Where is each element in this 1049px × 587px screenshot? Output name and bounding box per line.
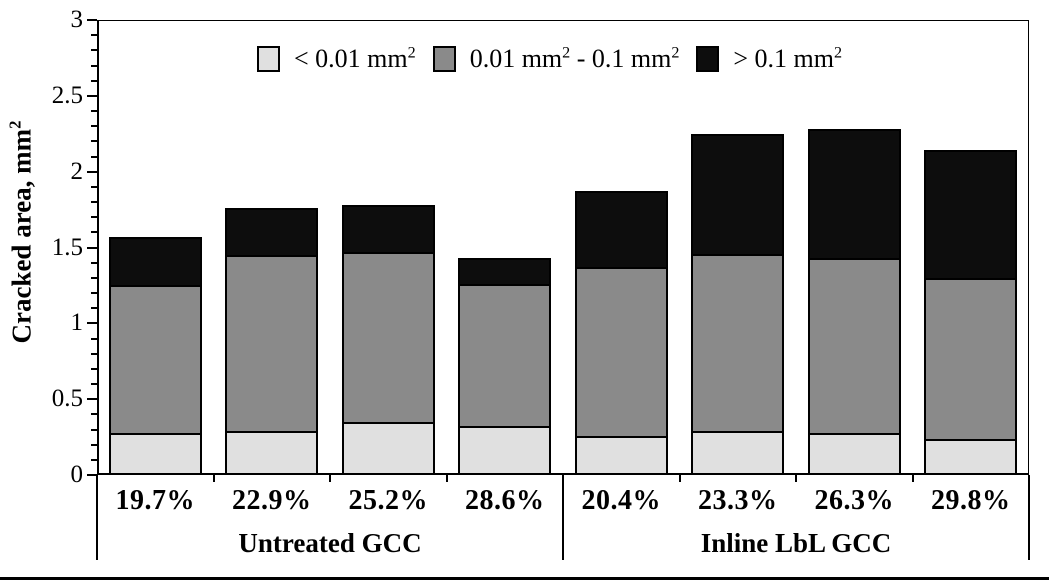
bar-segment-medium [341, 252, 435, 422]
y-axis-minor-tick [91, 276, 97, 279]
y-axis-minor-tick [91, 292, 97, 294]
category-tick [678, 475, 681, 482]
bar-segment-large [574, 191, 668, 268]
category-label: 20.4% [581, 485, 661, 516]
bar-segment-large [225, 208, 319, 256]
y-axis-minor-tick [91, 49, 97, 52]
legend-item: > 0.1 mm2 [696, 44, 842, 74]
bar-segment-large [341, 205, 435, 253]
bar-segment-small [574, 435, 668, 475]
legend-swatch-icon [432, 46, 456, 72]
y-axis-tick-label: 0 [70, 461, 84, 488]
y-axis-minor-tick [91, 155, 97, 158]
y-axis-minor-tick [91, 413, 97, 416]
bar-segment-medium [574, 267, 668, 436]
legend-label: 0.01 mm2 - 0.1 mm2 [469, 44, 680, 73]
bar-segment-small [458, 426, 552, 475]
bar-segment-medium [924, 277, 1018, 439]
group-separator-line [562, 475, 564, 560]
group-separator-line [96, 475, 98, 560]
category-tick [795, 475, 797, 482]
category-tick [329, 475, 331, 482]
category-label: 25.2% [348, 485, 428, 516]
y-axis-minor-tick [91, 352, 97, 355]
bar-segment-small [807, 432, 901, 475]
group-label: Inline LbL GCC [700, 528, 892, 558]
y-axis-major-tick [87, 246, 97, 249]
y-axis-minor-tick [91, 458, 97, 461]
y-axis-tick-label: 0.5 [51, 385, 83, 413]
category-label: 29.8% [931, 485, 1011, 516]
bar-segment-small [924, 438, 1018, 475]
y-axis-minor-tick [91, 185, 97, 188]
bar-segment-large [458, 258, 552, 284]
y-axis-minor-tick [91, 261, 97, 264]
bar-segment-large [924, 150, 1018, 278]
y-axis-minor-tick [91, 110, 97, 112]
category-tick [445, 475, 448, 482]
category-label: 19.7% [115, 485, 195, 516]
bar-segment-small [108, 432, 202, 475]
group-separator-line [1028, 475, 1030, 560]
y-axis-minor-tick [91, 140, 97, 143]
y-axis-minor-tick [91, 367, 97, 370]
y-axis-major-tick [87, 398, 97, 401]
y-axis-minor-tick [91, 337, 97, 340]
legend-item: 0.01 mm2 - 0.1 mm2 [432, 44, 680, 74]
y-axis-minor-tick [91, 383, 97, 385]
y-axis-minor-tick [91, 216, 97, 219]
category-label: 28.6% [465, 485, 545, 516]
y-axis-minor-tick [91, 125, 97, 128]
bar-segment-small [341, 421, 435, 475]
group-label: Untreated GCC [238, 528, 422, 558]
category-label: 23.3% [698, 485, 778, 516]
y-axis-minor-tick [91, 428, 97, 431]
y-axis-minor-tick [91, 64, 97, 67]
plot-border [97, 20, 1029, 475]
y-axis-minor-tick [91, 307, 97, 310]
y-axis-minor-tick [91, 231, 97, 234]
y-axis-minor-tick [91, 79, 97, 82]
bar-segment-large [807, 129, 901, 259]
bar-segment-large [108, 236, 202, 286]
category-label: 22.9% [232, 485, 312, 516]
bar-segment-medium [807, 258, 901, 433]
category-tick [911, 475, 914, 482]
category-tick [212, 475, 215, 482]
y-axis-tick-label: 2 [70, 157, 84, 185]
y-axis-major-tick [87, 94, 97, 97]
bar-segment-medium [225, 255, 319, 431]
bar-segment-medium [458, 283, 552, 427]
y-axis-minor-tick [91, 201, 97, 203]
bar-segment-small [691, 431, 785, 475]
legend-label: > 0.1 mm2 [733, 44, 843, 73]
y-axis-tick-label: 2.5 [51, 81, 83, 109]
y-axis-major-tick [87, 19, 97, 21]
bar-segment-large [691, 133, 785, 254]
y-axis-minor-tick [91, 34, 97, 37]
y-axis-tick-label: 1.5 [51, 233, 83, 261]
legend-swatch-icon [696, 46, 720, 72]
legend-swatch-icon [257, 46, 280, 72]
bar-segment-medium [108, 285, 202, 433]
category-label: 26.3% [814, 485, 894, 516]
bar-segment-small [225, 431, 319, 475]
y-axis-major-tick [87, 322, 97, 325]
y-axis-major-tick [87, 170, 97, 173]
y-axis-major-tick [87, 474, 97, 476]
bar-segment-medium [691, 253, 785, 431]
legend-item: < 0.01 mm2 [257, 44, 416, 74]
chart-legend: < 0.01 mm2 0.01 mm2 - 0.1 mm2 > 0.1 mm2 [257, 44, 842, 74]
y-axis-tick-label: 1 [70, 309, 84, 337]
legend-label: < 0.01 mm2 [294, 44, 416, 73]
figure-bottom-rule [0, 577, 1049, 580]
y-axis-tick-label: 3 [70, 6, 84, 33]
y-axis-minor-tick [91, 443, 97, 446]
